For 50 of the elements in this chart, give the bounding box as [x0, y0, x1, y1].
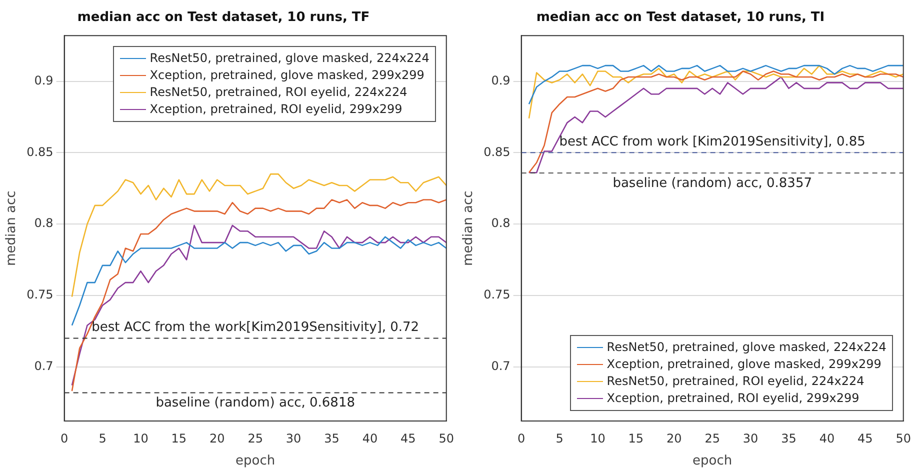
- legend-label: ResNet50, pretrained, glove masked, 224x224: [606, 339, 886, 356]
- y-tick-label: 0.85: [484, 144, 510, 159]
- x-tick-label: 40: [819, 431, 835, 446]
- ref-line-label: best ACC from work [Kim2019Sensitivity], 0.85: [559, 134, 866, 150]
- x-tick-label: 20: [209, 431, 225, 446]
- x-tick-label: 30: [286, 431, 302, 446]
- y-tick-label: 0.9: [491, 73, 510, 88]
- x-axis-title: epoch: [236, 454, 276, 469]
- legend-label: ResNet50, pretrained, glove masked, 224x224: [150, 50, 430, 67]
- y-tick-label: 0.9: [34, 73, 54, 88]
- chart-title: median acc on Test dataset, 10 runs, TF: [77, 10, 370, 26]
- x-tick-label: 5: [98, 431, 106, 446]
- x-tick-label: 50: [896, 431, 912, 446]
- x-tick-label: 0: [60, 431, 68, 446]
- legend-label: Xception, pretrained, glove masked, 299x299: [606, 356, 882, 373]
- x-axis-title: epoch: [692, 454, 732, 469]
- x-tick-label: 35: [324, 431, 340, 446]
- x-tick-label: 10: [133, 431, 148, 446]
- x-tick-label: 15: [171, 431, 187, 446]
- x-tick-label: 45: [400, 431, 416, 446]
- y-tick-label: 0.75: [26, 288, 54, 302]
- y-axis-title: median acc: [461, 190, 476, 266]
- legend-label: Xception, pretrained, ROI eyelid, 299x299: [606, 390, 860, 407]
- x-tick-label: 35: [781, 431, 796, 446]
- y-tick-label: 0.7: [34, 358, 54, 373]
- x-tick-label: 25: [704, 431, 720, 446]
- x-tick-label: 0: [518, 431, 526, 446]
- y-tick-label: 0.85: [26, 144, 54, 159]
- x-tick-label: 30: [742, 431, 758, 446]
- x-tick-label: 20: [666, 431, 682, 446]
- y-tick-label: 0.75: [484, 288, 510, 302]
- x-tick-label: 45: [858, 431, 873, 446]
- y-tick-label: 0.8: [491, 216, 510, 230]
- x-tick-label: 40: [362, 431, 378, 446]
- legend-label: ResNet50, pretrained, ROI eyelid, 224x224: [606, 373, 864, 390]
- x-tick-label: 5: [556, 431, 564, 446]
- legend-label: Xception, pretrained, ROI eyelid, 299x299: [150, 100, 402, 118]
- x-tick-label: 25: [248, 431, 263, 446]
- legend-label: Xception, pretrained, glove masked, 299x299: [150, 66, 424, 84]
- y-axis-title: median acc: [4, 190, 20, 266]
- ref-line-label: baseline (random) acc, 0.6818: [156, 396, 355, 411]
- y-tick-label: 0.7: [491, 358, 510, 373]
- x-tick-label: 15: [628, 431, 644, 446]
- chart-title: median acc on Test dataset, 10 runs, TI: [536, 10, 825, 26]
- legend-label: ResNet50, pretrained, ROI eyelid, 224x224: [150, 84, 408, 101]
- x-tick-label: 10: [590, 431, 606, 446]
- x-tick-label: 50: [438, 431, 454, 446]
- y-tick-label: 0.8: [34, 216, 54, 230]
- ref-line-label: baseline (random) acc, 0.8357: [612, 176, 812, 191]
- ref-line-label: best ACC from the work[Kim2019Sensitivity], 0.72: [92, 320, 420, 336]
